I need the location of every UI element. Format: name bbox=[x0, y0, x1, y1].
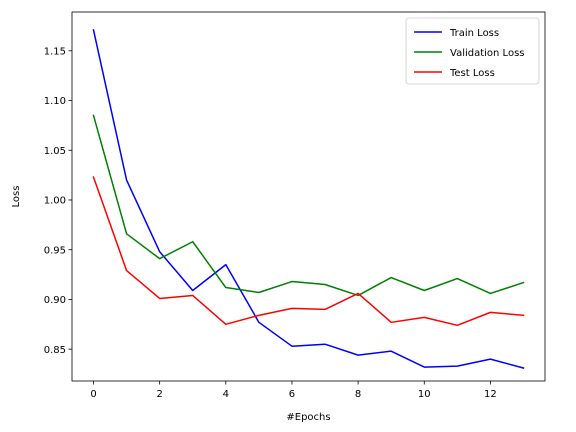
x-tick-label: 8 bbox=[355, 389, 361, 400]
legend-entry-1: Train Loss bbox=[449, 28, 499, 39]
x-tick-label: 12 bbox=[484, 389, 497, 400]
y-axis: 0.85 0.90 0.95 1.00 1.05 1.10 1.15 bbox=[44, 46, 72, 355]
x-axis: 0 2 4 6 8 10 12 bbox=[90, 381, 496, 400]
y-tick-label: 0.95 bbox=[44, 245, 66, 256]
y-tick-label: 1.10 bbox=[44, 96, 66, 107]
x-tick-label: 4 bbox=[223, 389, 229, 400]
x-tick-label: 6 bbox=[289, 389, 295, 400]
x-tick-label: 0 bbox=[90, 389, 96, 400]
y-axis-label: Loss bbox=[11, 186, 22, 208]
legend: Train Loss Validation Loss Test Loss bbox=[406, 18, 539, 84]
y-tick-label: 1.00 bbox=[44, 196, 66, 207]
x-tick-label: 10 bbox=[418, 389, 431, 400]
legend-entry-2: Validation Loss bbox=[450, 48, 525, 59]
y-tick-label: 0.85 bbox=[44, 345, 66, 356]
legend-entry-3: Test Loss bbox=[449, 68, 495, 79]
x-tick-label: 2 bbox=[156, 389, 162, 400]
y-tick-label: 1.15 bbox=[44, 46, 66, 57]
x-axis-label: #Epochs bbox=[286, 412, 330, 423]
y-tick-label: 1.05 bbox=[44, 146, 66, 157]
y-tick-label: 0.90 bbox=[44, 295, 66, 306]
